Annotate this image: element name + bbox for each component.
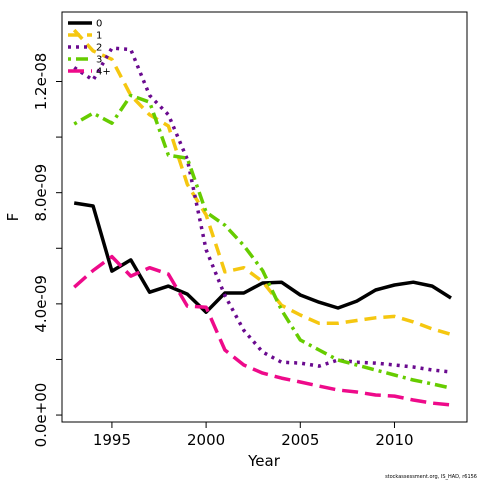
x-tick-label: 1995 xyxy=(93,431,131,449)
x-tick-label: 2005 xyxy=(281,431,319,449)
plot-frame xyxy=(61,11,468,423)
x-tick-label: 2010 xyxy=(375,431,413,449)
series-line xyxy=(72,28,452,337)
series-line xyxy=(73,201,452,314)
y-tick-label: 8.0e-09 xyxy=(32,164,50,222)
x-axis-label: Year xyxy=(247,452,281,470)
footnote: stockassessment.org, IS_HAD, r6156 xyxy=(385,474,477,480)
series-line xyxy=(73,93,452,390)
legend-label: 4+ xyxy=(96,67,111,78)
x-tick-label: 2000 xyxy=(187,431,225,449)
y-tick-label: 0.0e+00 xyxy=(32,383,50,448)
series-line xyxy=(73,254,452,407)
legend-label: 3 xyxy=(96,55,102,66)
y-axis-label: F xyxy=(4,213,22,222)
legend-label: 1 xyxy=(96,31,102,42)
y-tick-label: 1.2e-08 xyxy=(32,53,50,111)
legend-label: 2 xyxy=(96,43,102,54)
legend-label: 0 xyxy=(96,19,102,30)
y-tick-label: 4.0e-09 xyxy=(32,275,50,333)
